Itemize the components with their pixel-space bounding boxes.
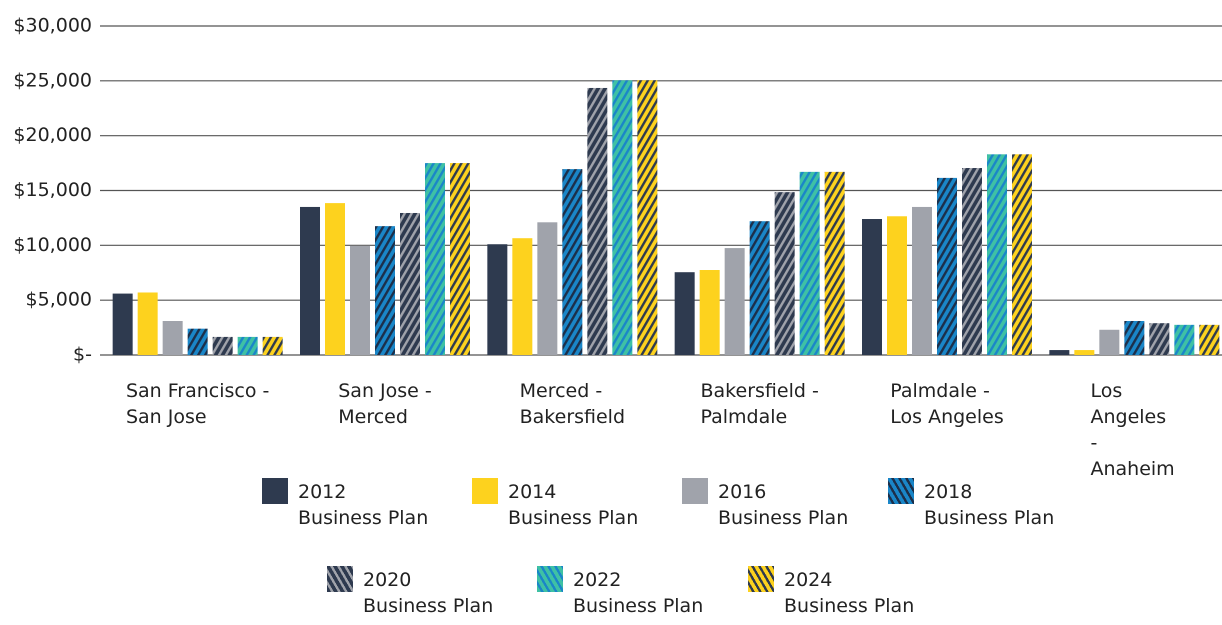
bar	[587, 87, 608, 355]
bar	[162, 321, 183, 355]
legend-swatch	[262, 478, 288, 504]
bar	[1124, 321, 1145, 355]
bar	[350, 245, 370, 355]
legend-label: 2020 Business Plan	[363, 569, 494, 617]
bar	[637, 80, 658, 355]
legend-swatch	[472, 478, 498, 504]
legend-label: 2014 Business Plan	[508, 481, 639, 529]
bar	[824, 171, 845, 355]
legend-label: 2012 Business Plan	[298, 481, 429, 529]
legend-swatch	[537, 566, 563, 592]
bar	[300, 206, 320, 355]
bar	[1174, 324, 1195, 355]
bar	[799, 171, 820, 355]
bar	[512, 238, 533, 355]
legend-label: 2018 Business Plan	[924, 481, 1055, 529]
bar	[237, 336, 258, 355]
bar	[1074, 350, 1095, 355]
bar	[537, 222, 558, 355]
bar	[262, 336, 283, 355]
bar	[487, 244, 508, 355]
legend-swatch	[748, 566, 774, 592]
bar	[137, 292, 158, 355]
x-tick-label: Merced - Bakersfield	[519, 380, 626, 428]
bar	[1049, 350, 1070, 355]
x-tick-label: Bakersfield - Palmdale	[700, 380, 819, 428]
bar	[212, 336, 233, 355]
bar	[862, 219, 882, 355]
x-tick-label: Palmdale - Los Angeles	[890, 380, 1004, 428]
bar	[987, 154, 1007, 355]
y-tick-label: $20,000	[13, 124, 92, 146]
bar	[724, 248, 745, 355]
y-tick-label: $25,000	[13, 69, 92, 91]
bar	[562, 169, 583, 355]
bar	[1012, 154, 1032, 355]
bar	[112, 293, 133, 355]
y-tick-label: $-	[73, 344, 92, 366]
legend-swatch	[682, 478, 708, 504]
legend-label: 2016 Business Plan	[718, 481, 849, 529]
legend-swatch	[327, 566, 353, 592]
bar	[774, 192, 795, 355]
bar	[187, 328, 208, 355]
y-tick-label: $10,000	[13, 234, 92, 256]
bar	[612, 80, 633, 355]
y-tick-label: $30,000	[13, 15, 92, 37]
legend-label: 2022 Business Plan	[573, 569, 704, 617]
bar	[425, 163, 445, 355]
bar	[937, 177, 957, 355]
bar	[699, 270, 720, 355]
bar	[1149, 323, 1170, 355]
bar	[1199, 324, 1220, 355]
bar	[375, 226, 395, 355]
legend-swatch	[888, 478, 914, 504]
x-tick-label: San Francisco - San Jose	[125, 380, 270, 428]
bar	[450, 163, 470, 355]
bar	[912, 206, 932, 355]
bar	[674, 272, 695, 355]
legend-label: 2024 Business Plan	[784, 569, 915, 617]
y-tick-label: $5,000	[26, 289, 92, 311]
bar	[887, 216, 907, 355]
bar	[400, 212, 420, 355]
y-tick-label: $15,000	[13, 179, 92, 201]
bar	[962, 168, 982, 355]
x-tick-label: Los Angeles - Anaheim	[1090, 380, 1175, 480]
bar	[1099, 329, 1120, 355]
x-tick-label: San Jose - Merced	[338, 380, 432, 428]
bar	[749, 221, 770, 355]
bar	[325, 203, 345, 355]
